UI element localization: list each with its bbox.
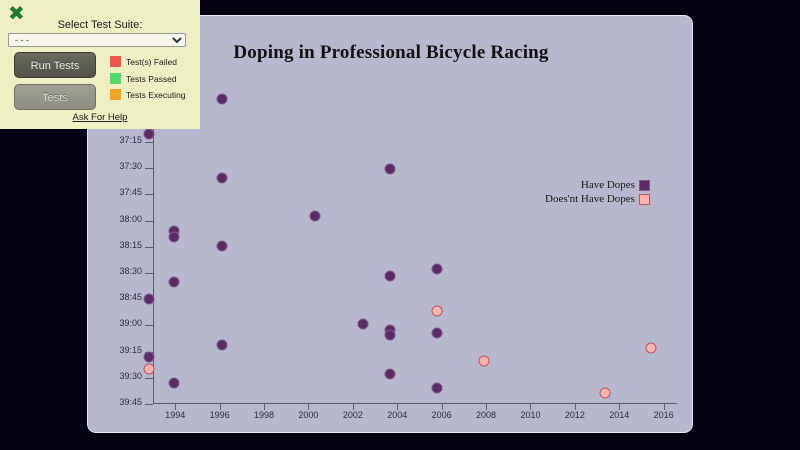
- y-axis-tick-label: 38:00: [119, 213, 142, 224]
- y-axis-line: [153, 121, 154, 403]
- y-axis-tick: 38:30: [119, 266, 153, 276]
- data-point[interactable]: [478, 355, 490, 367]
- status-key-executing: Tests Executing: [110, 89, 186, 100]
- y-axis-tick-label: 37:45: [119, 187, 142, 198]
- data-point[interactable]: [309, 210, 321, 222]
- y-axis-tick-label: 39:30: [119, 370, 142, 381]
- ask-for-help-link[interactable]: Ask For Help: [72, 112, 128, 123]
- data-point[interactable]: [384, 270, 396, 282]
- y-axis-tick: 39:30: [119, 371, 153, 381]
- status-swatch-executing: [110, 89, 121, 100]
- x-axis-tick: [530, 403, 532, 410]
- data-point[interactable]: [431, 327, 443, 339]
- data-point[interactable]: [645, 342, 657, 354]
- status-swatch-passed: [110, 73, 121, 84]
- x-axis-tick: [486, 403, 488, 410]
- test-suite-select[interactable]: - - -: [8, 33, 186, 47]
- y-axis-tick-label: 38:30: [119, 266, 142, 276]
- y-axis-tick: 37:15: [119, 135, 153, 145]
- data-point[interactable]: [168, 276, 180, 288]
- scatter-plot: 37:15 37:30 37:45 38:00 38:15 38:30 38:45 39:00…: [119, 93, 677, 420]
- y-axis-tick: 37:30: [119, 161, 153, 171]
- tests-button[interactable]: Tests: [14, 84, 96, 110]
- data-point[interactable]: [143, 128, 155, 140]
- data-point[interactable]: [216, 240, 228, 252]
- run-tests-button[interactable]: Run Tests: [14, 52, 96, 78]
- x-axis-tick: [219, 403, 221, 410]
- x-axis-tick-label: 2000: [298, 410, 319, 420]
- status-key-passed: Tests Passed: [110, 73, 177, 84]
- data-point[interactable]: [384, 329, 396, 341]
- y-axis-tick-label: 39:15: [119, 344, 142, 355]
- x-axis-tick: [663, 403, 665, 410]
- data-point[interactable]: [168, 231, 180, 243]
- legend-item-label: Have Dopes: [580, 179, 635, 191]
- data-point[interactable]: [168, 377, 180, 389]
- y-axis-tick-label: 38:15: [119, 239, 142, 250]
- x-axis-tick-label: 1996: [209, 410, 230, 420]
- x-axis-tick: [574, 403, 576, 410]
- y-axis-tick-label: 39:45: [119, 397, 142, 407]
- close-icon[interactable]: ✖: [8, 1, 25, 25]
- legend-swatch: [638, 179, 650, 191]
- data-point[interactable]: [599, 387, 611, 399]
- y-axis-tick-label: 37:15: [119, 135, 142, 145]
- x-axis-tick: [175, 403, 177, 410]
- x-axis-tick-label: 1994: [165, 410, 186, 420]
- data-point[interactable]: [384, 163, 396, 175]
- data-point[interactable]: [384, 368, 396, 380]
- status-key-failed-label: Test(s) Failed: [126, 56, 178, 67]
- status-key-executing-label: Tests Executing: [126, 89, 186, 100]
- chart-legend: Have Dopes Does'nt Have Dopes: [545, 178, 650, 206]
- data-point[interactable]: [143, 351, 155, 363]
- y-axis-tick: 38:00: [119, 214, 153, 224]
- x-axis-tick-label: 2012: [564, 410, 585, 420]
- x-axis-tick-label: 2008: [476, 410, 497, 420]
- y-axis-tick: 39:00: [119, 318, 153, 328]
- data-point[interactable]: [143, 363, 155, 375]
- x-axis-tick-label: 2016: [653, 410, 674, 420]
- x-axis-line: [153, 403, 677, 404]
- x-axis-tick-label: 1998: [254, 410, 275, 420]
- legend-item-label: Does'nt Have Dopes: [545, 193, 635, 205]
- chart-title: Doping in Professional Bicycle Racing: [233, 42, 549, 63]
- x-axis-tick: [397, 403, 399, 410]
- data-point[interactable]: [431, 382, 443, 394]
- status-key-passed-label: Tests Passed: [126, 73, 177, 84]
- y-axis-tick-label: 37:30: [119, 161, 142, 172]
- legend-item: Does'nt Have Dopes: [545, 192, 650, 206]
- dialog-heading: Select Test Suite:: [57, 19, 143, 31]
- x-axis-tick: [441, 403, 443, 410]
- legend-item: Have Dopes: [545, 178, 650, 192]
- status-key-failed: Test(s) Failed: [110, 56, 177, 67]
- y-axis-tick-label: 38:45: [119, 292, 142, 303]
- x-axis-tick-label: 2010: [520, 410, 541, 420]
- y-axis-tick: 38:15: [119, 240, 153, 250]
- test-suite-dialog: ✖ Select Test Suite: - - - Run Tests Tes…: [0, 0, 200, 129]
- x-axis-tick: [619, 403, 621, 410]
- data-point[interactable]: [216, 339, 228, 351]
- x-axis-tick-label: 2002: [342, 410, 363, 420]
- data-point[interactable]: [143, 293, 155, 305]
- data-point[interactable]: [216, 93, 228, 105]
- y-axis-tick-label: 39:00: [119, 318, 142, 329]
- y-axis-tick: 39:45: [119, 397, 153, 407]
- status-swatch-failed: [110, 56, 121, 67]
- data-point[interactable]: [357, 318, 369, 330]
- x-axis-tick-label: 2004: [387, 410, 408, 420]
- y-axis-tick: 37:45: [119, 187, 153, 197]
- data-point[interactable]: [216, 172, 228, 184]
- x-axis-tick-label: 2006: [431, 410, 452, 420]
- x-axis-tick: [352, 403, 354, 410]
- x-axis-tick: [308, 403, 310, 410]
- data-point[interactable]: [431, 305, 443, 317]
- legend-swatch: [638, 193, 650, 205]
- data-point[interactable]: [431, 263, 443, 275]
- x-axis-tick-label: 2014: [609, 410, 630, 420]
- x-axis-tick: [264, 403, 266, 410]
